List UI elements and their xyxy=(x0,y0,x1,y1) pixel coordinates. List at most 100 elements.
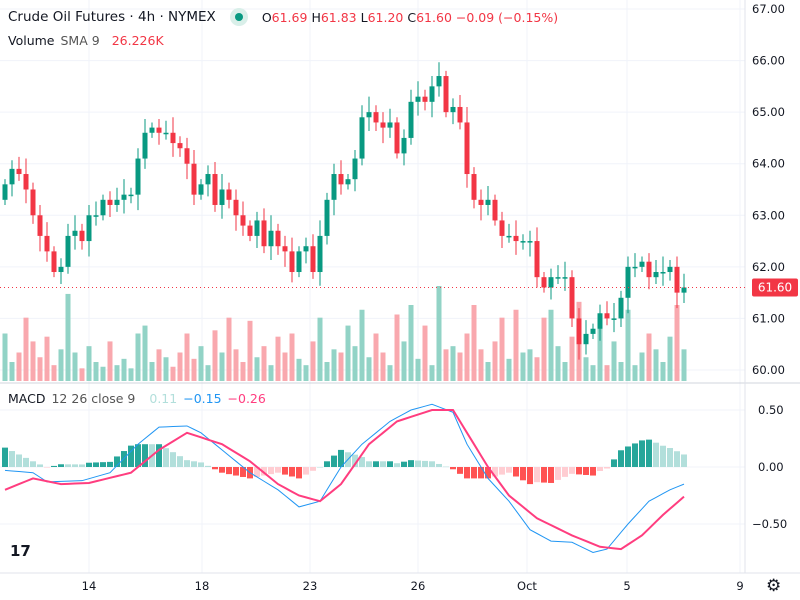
volume-bar xyxy=(254,357,260,381)
macd-histogram-bar xyxy=(653,442,659,467)
macd-histogram-bar xyxy=(457,467,463,474)
volume-bar xyxy=(450,346,456,381)
candle-body xyxy=(632,266,638,269)
macd-histogram-bar xyxy=(135,444,141,467)
candle-body xyxy=(611,318,617,320)
volume-bar xyxy=(2,333,8,381)
volume-bar xyxy=(198,346,204,381)
macd-histogram-bar xyxy=(205,465,211,467)
tradingview-logo-icon[interactable]: 17 xyxy=(10,542,31,560)
close-value: 61.60 xyxy=(416,9,452,25)
macd-histogram-bar xyxy=(23,457,29,467)
volume-bar xyxy=(86,346,92,381)
candle-body xyxy=(415,96,421,102)
candle-body xyxy=(394,122,400,154)
macd-histogram-bar xyxy=(37,464,43,467)
candle-body xyxy=(408,101,414,138)
volume-bar xyxy=(30,341,36,381)
macd-histogram-bar xyxy=(233,467,239,476)
volume-bar xyxy=(226,317,232,381)
time-axis[interactable]: 14 18 23 26 Oct 5 9 xyxy=(82,579,744,593)
macd-histogram-bar xyxy=(170,452,176,467)
market-status-icon[interactable] xyxy=(229,8,248,26)
macd-histogram-bar xyxy=(443,466,449,468)
volume-bar xyxy=(163,357,169,381)
macd-histogram-bar xyxy=(681,454,687,467)
candle-body xyxy=(191,163,197,195)
volume-bar xyxy=(429,365,435,381)
volume-bar xyxy=(345,325,351,381)
candle-body xyxy=(457,106,463,123)
volume-sma-value: 26.226K xyxy=(111,33,164,48)
current-price-value: 61.60 xyxy=(758,280,792,294)
macd-axis[interactable]: 0.50 0.00 −0.50 xyxy=(752,403,787,531)
volume-bar xyxy=(156,349,162,381)
macd-histogram-bar xyxy=(450,467,456,470)
candle-body xyxy=(618,297,624,319)
ohlc-values: O61.69 H61.83 L61.20 C61.60 −0.09 (−0.15… xyxy=(261,9,559,25)
volume-bar xyxy=(618,362,624,381)
volume-bar xyxy=(282,352,288,381)
price-axis-label: 66.00 xyxy=(752,54,785,68)
volume-bar xyxy=(632,365,638,381)
candle-body xyxy=(9,168,15,185)
volume-bar xyxy=(478,349,484,381)
candle-body xyxy=(681,287,687,293)
volume-bar xyxy=(653,349,659,381)
volume-bar xyxy=(9,362,15,381)
current-price-label: 61.60 xyxy=(752,278,798,297)
time-axis-label: Oct xyxy=(517,579,537,593)
candle-body xyxy=(226,189,232,200)
volume-bar xyxy=(590,365,596,381)
macd-histogram-bar xyxy=(464,467,470,479)
macd-legend[interactable]: MACD 12 26 close 9 0.11 −0.15 −0.26 xyxy=(8,391,266,406)
candle-body xyxy=(499,220,505,236)
volume-bar xyxy=(359,309,365,381)
candle-body xyxy=(534,241,540,278)
candle-body xyxy=(142,132,148,159)
price-axis-label: 64.00 xyxy=(752,157,785,171)
price-axis[interactable]: 67.00 66.00 65.00 64.00 63.00 62.00 61.00 60.00 xyxy=(752,2,785,377)
candle-body xyxy=(247,225,253,236)
macd-histogram-bar xyxy=(261,467,267,476)
macd-histogram-bar xyxy=(177,456,183,467)
volume-legend[interactable]: Volume SMA 9 26.226K xyxy=(8,33,164,48)
time-axis-label: 23 xyxy=(303,579,318,593)
candle-body xyxy=(268,230,274,247)
volume-bar xyxy=(212,330,218,381)
volume-bar xyxy=(93,362,99,381)
macd-histogram-bar xyxy=(184,460,190,467)
settings-gear-icon[interactable]: ⚙ xyxy=(766,576,782,596)
macd-histogram-bar xyxy=(632,443,638,467)
macd-histogram-bar xyxy=(191,461,197,467)
candle-body xyxy=(310,246,316,273)
macd-histogram-bar xyxy=(282,467,288,475)
candle-body xyxy=(352,158,358,180)
candle-body xyxy=(590,328,596,334)
candle-body xyxy=(37,215,43,236)
candle-body xyxy=(30,189,36,216)
candle-body xyxy=(639,261,645,267)
candle-body xyxy=(149,127,155,133)
volume-bar xyxy=(310,341,316,381)
volume-bar xyxy=(457,352,463,381)
candle-body xyxy=(478,199,484,205)
volume-bar xyxy=(303,365,309,381)
macd-histogram-bar xyxy=(520,467,526,481)
macd-histogram-bar xyxy=(373,461,379,467)
candle-body xyxy=(541,277,547,288)
candle-body xyxy=(254,220,260,236)
volume-bar xyxy=(261,346,267,381)
volume-bar xyxy=(597,320,603,381)
volume-bar xyxy=(44,336,50,381)
symbol-title[interactable]: Crude Oil Futures · 4h · NYMEX xyxy=(8,9,216,25)
macd-histogram-bar xyxy=(415,460,421,467)
volume-bar xyxy=(366,357,372,381)
macd-histogram-bar xyxy=(142,444,148,467)
macd-histogram-bar xyxy=(408,460,414,467)
candle-body xyxy=(135,158,141,195)
candle-body xyxy=(345,179,351,185)
candle-body xyxy=(107,199,113,205)
volume-bar xyxy=(611,341,617,381)
